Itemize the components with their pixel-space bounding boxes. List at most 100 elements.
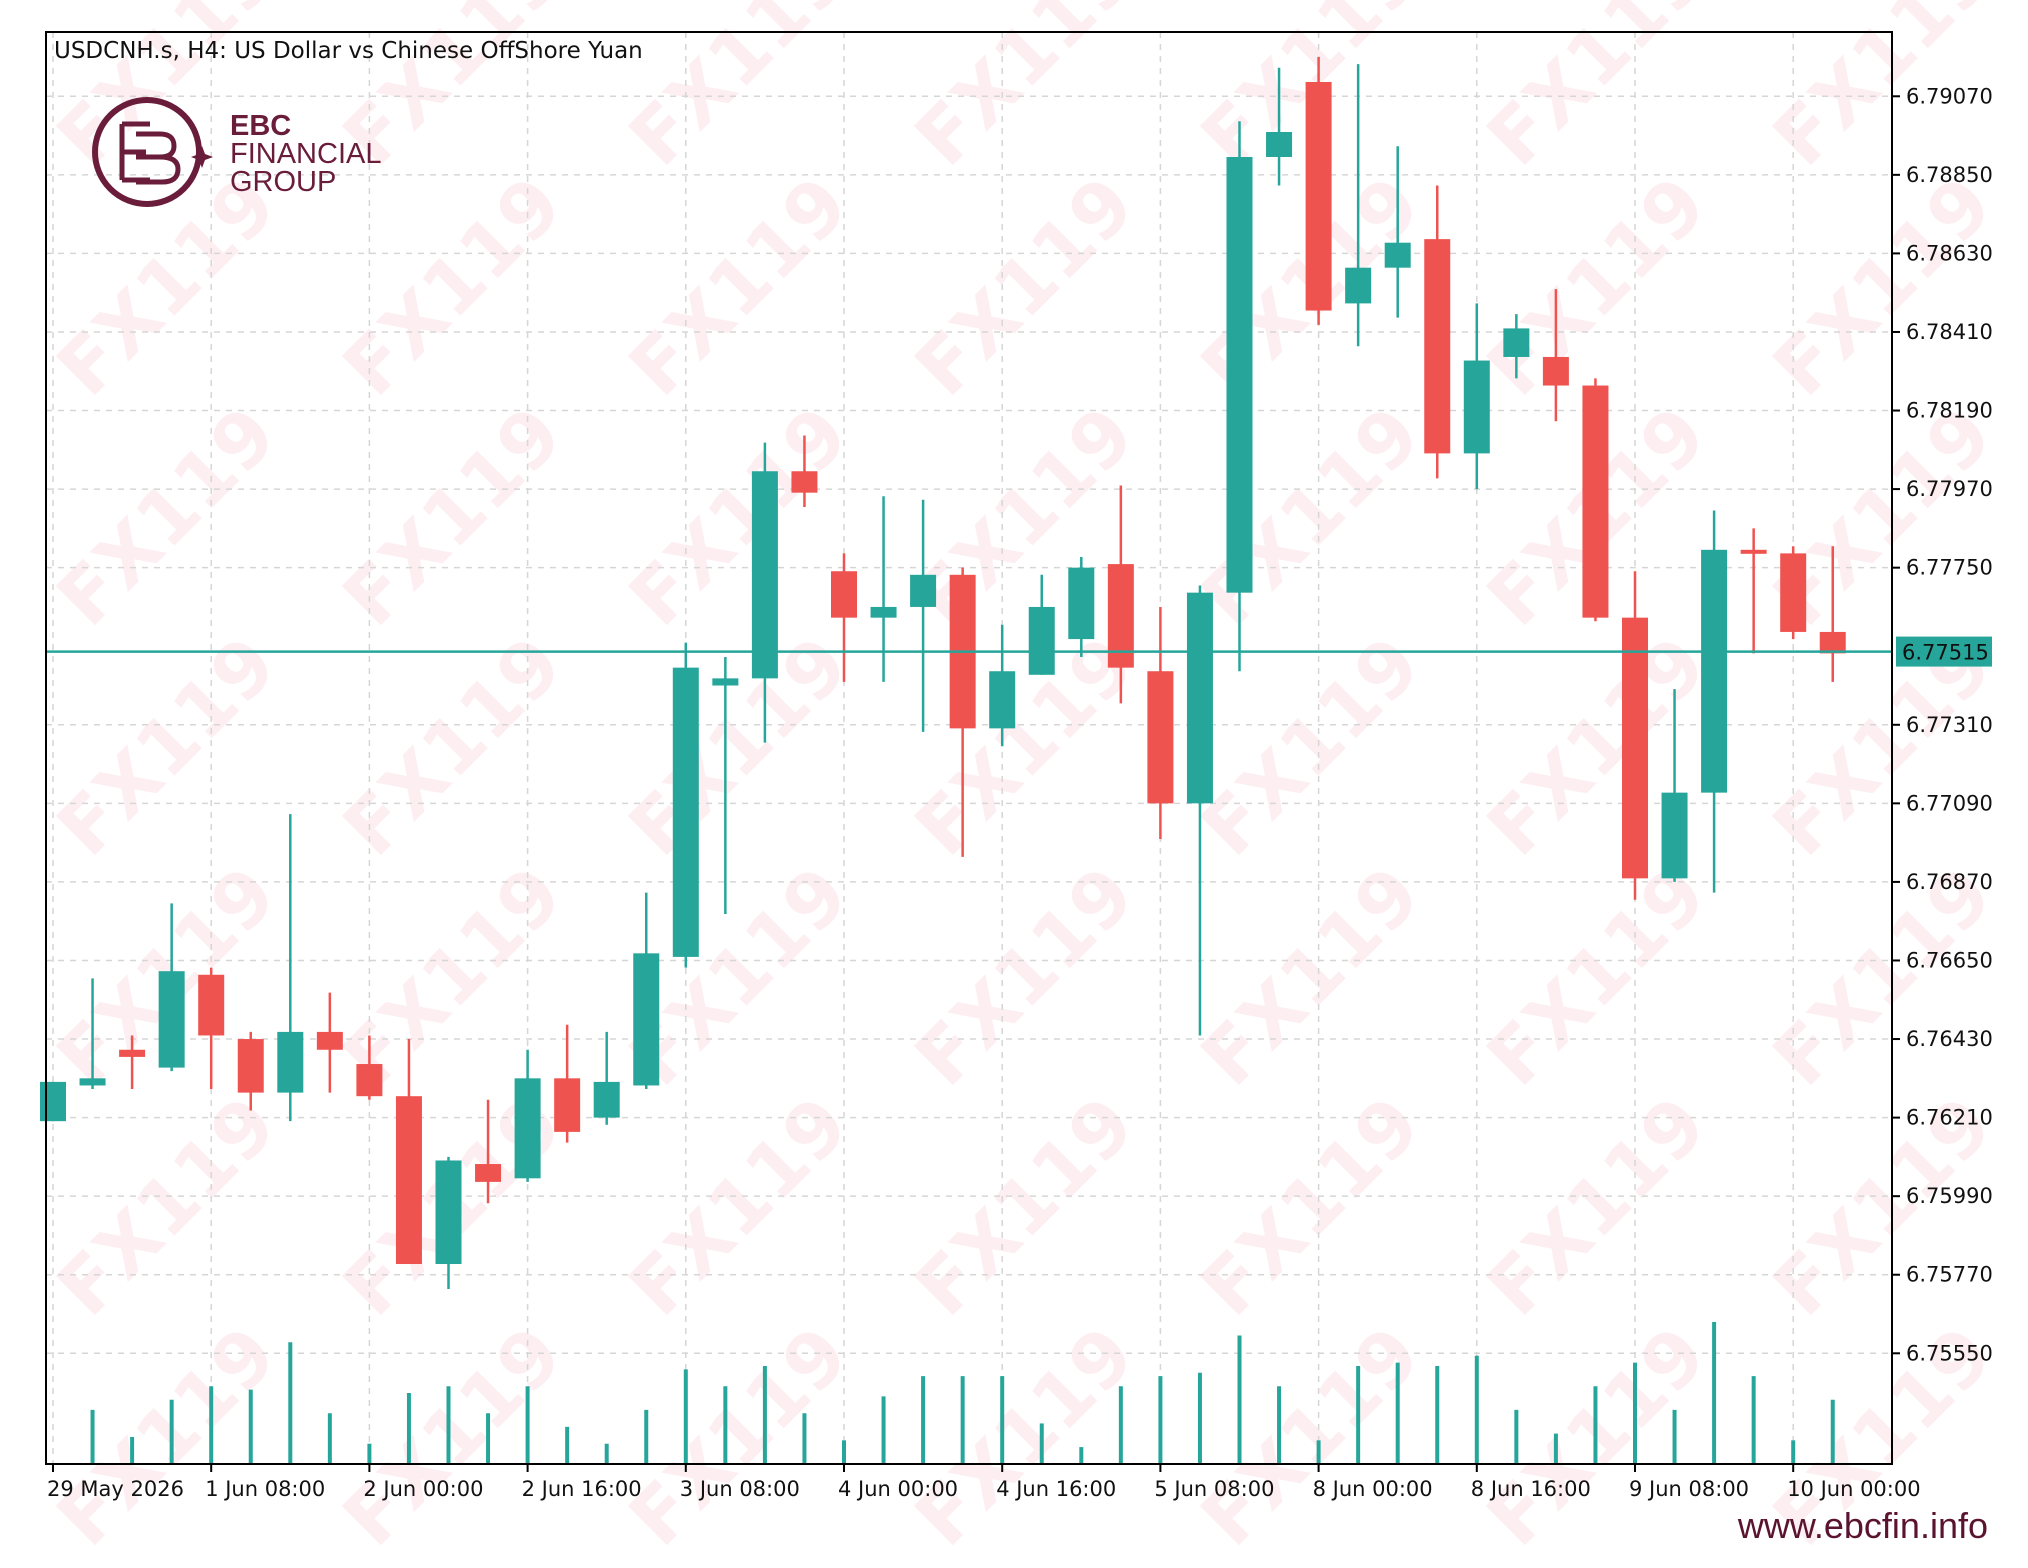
candle-body [1028,606,1055,675]
candle [1780,546,1807,640]
x-tick-label: 3 Jun 08:00 [680,1477,800,1501]
watermark-text: FX119 [40,619,293,872]
candle-body [158,971,185,1068]
watermark-text: FX119 [898,0,1151,183]
candle-body [1661,792,1688,879]
sparkle-icon [191,146,213,168]
candle [593,1031,620,1125]
candle-body [119,1049,146,1057]
candle [1226,121,1253,672]
watermark-text: FX119 [40,1309,293,1562]
candle-body [989,671,1016,729]
candle-body [435,1160,462,1265]
watermark-text: FX119 [326,619,579,872]
candle [989,624,1016,747]
candle-body [475,1164,502,1182]
watermark-text: FX119 [612,1309,865,1562]
candle [356,1035,383,1100]
y-tick-label: 6.78410 [1906,320,1993,344]
watermark-text: FX119 [612,389,865,642]
candle [475,1099,502,1204]
watermark-text: FX119 [1470,849,1723,1102]
watermark-text: FX119 [326,389,579,642]
candle [1028,574,1055,675]
watermark-text: FX119 [1184,619,1437,872]
watermark-text: FX119 [326,159,579,412]
candle [910,499,937,732]
candle-body [554,1078,581,1132]
time-axis: 29 May 2026 1 Jun 08:00 2 Jun 00:00 2 Jun 1… [47,1464,1921,1501]
candle-body [1780,553,1807,632]
candle [1701,510,1728,893]
candle-body [1068,567,1095,640]
candle-body [672,667,699,957]
y-tick-label: 6.76430 [1906,1027,1993,1051]
current-price-label: 6.77515 [1902,641,1989,665]
y-tick-label: 6.77970 [1906,477,1993,501]
candle-body [1542,356,1569,386]
candle-body [356,1064,383,1097]
candle [791,435,818,507]
website-url[interactable]: www.ebcfin.info [1737,1505,1988,1546]
candle [672,642,699,968]
candles [40,56,1846,1290]
candle-body [751,471,778,679]
current-price-tag: 6.77515 [1896,636,1992,667]
watermark-text: FX119 [1470,0,1723,183]
brand-name: EBC [230,110,291,142]
watermark-text: FX119 [40,389,293,642]
y-tick-label: 6.79070 [1906,84,1993,108]
candle-body [791,471,818,493]
plot-frame [45,31,1893,1465]
candle-body [1305,81,1332,311]
y-tick-label: 6.75990 [1906,1184,1993,1208]
candle [158,903,185,1072]
candle-body [870,606,897,618]
candle-body [712,678,739,686]
candle [1661,689,1688,882]
candle [1740,528,1767,654]
candle [395,1039,422,1265]
candle-body [1582,385,1609,618]
candle-body [1622,617,1648,879]
candle-body [1740,549,1767,554]
candle-body [1503,328,1530,357]
x-tick-label: 29 May 2026 [47,1477,184,1501]
y-tick-label: 6.75550 [1906,1341,1993,1365]
watermark-text: FX119 [612,619,865,872]
x-tick-label: 5 Jun 08:00 [1154,1477,1274,1501]
y-tick-label: 6.75770 [1906,1263,1993,1287]
candle [40,1081,66,1122]
candle [1345,64,1372,347]
watermark-text: FX119 [898,1309,1151,1562]
candle [712,656,739,915]
y-tick-label: 6.78190 [1906,399,1993,423]
candle [316,992,343,1093]
candle-body [514,1078,541,1179]
x-tick-label: 8 Jun 00:00 [1313,1477,1433,1501]
candle [1503,314,1530,379]
y-tick-label: 6.76650 [1906,948,1993,972]
candle [79,978,106,1090]
chart-title: USDCNH.s, H4: US Dollar vs Chinese OffSh… [54,38,643,64]
candle [514,1049,541,1182]
candle-body [316,1031,343,1050]
volume-bars [90,1322,1835,1464]
candle [277,814,304,1122]
ebc-monogram-icon [119,121,181,185]
brand-line-group: GROUP [230,166,336,198]
x-tick-label: 9 Jun 08:00 [1629,1477,1749,1501]
y-tick-label: 6.78850 [1906,163,1993,187]
candle-body [831,571,857,618]
candle [633,892,660,1090]
candle-body [1384,242,1411,268]
candle-body [1424,239,1451,454]
candle [1266,67,1293,186]
candle-body [395,1096,422,1265]
y-tick-label: 6.76870 [1906,870,1993,894]
candle [119,1035,146,1090]
candle [1542,289,1569,422]
candle [831,553,857,682]
y-tick-label: 6.77750 [1906,556,1993,580]
